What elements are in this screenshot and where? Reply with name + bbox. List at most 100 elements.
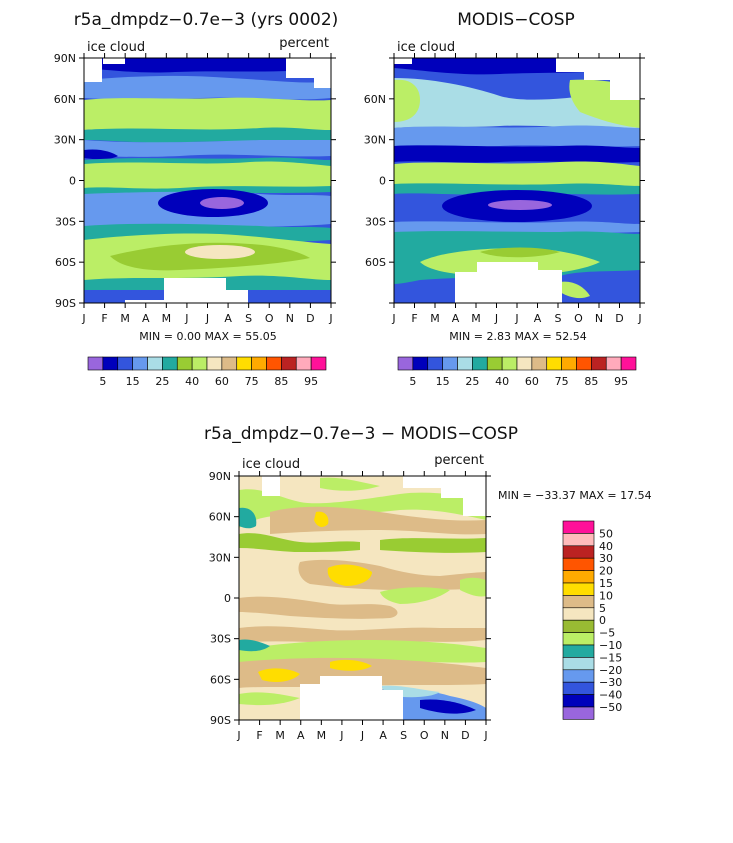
colorbar-swatch xyxy=(191,356,208,371)
band-north-blue xyxy=(84,140,331,157)
diff-left-label: ice cloud xyxy=(242,457,300,472)
colorbar-swatch xyxy=(562,681,595,695)
colorbar-swatch xyxy=(516,356,533,371)
colorbar-swatch xyxy=(531,356,548,371)
colorbar-swatch xyxy=(576,356,592,371)
colorbar-swatch xyxy=(562,570,595,584)
colorbar-label: 5 xyxy=(99,375,106,388)
colorbar-swatch xyxy=(176,356,193,371)
colorbar-label: 95 xyxy=(614,375,628,388)
y-tick-label: 0 xyxy=(379,175,386,188)
obs-colorbar: 5 15 25 40 60 75 85 95 xyxy=(397,356,637,388)
colorbar-swatch xyxy=(147,356,163,371)
mask-north-b xyxy=(103,58,125,64)
colorbar-label: −40 xyxy=(599,689,622,702)
colorbar-swatch xyxy=(562,632,595,646)
band-n-green-top xyxy=(320,477,380,491)
colorbar-swatch xyxy=(562,669,595,683)
colorbar-swatch xyxy=(562,545,595,559)
colorbar-label: 25 xyxy=(465,375,479,388)
mask-south xyxy=(455,262,562,303)
band-south-green xyxy=(560,281,590,299)
model-left-label: ice cloud xyxy=(87,40,145,55)
colorbar-label: 5 xyxy=(599,602,606,615)
band-n-green xyxy=(239,489,486,528)
colorbar-swatch xyxy=(412,356,429,371)
x-tick-label: D xyxy=(461,729,469,742)
y-tick-label: 90N xyxy=(54,52,76,65)
colorbar-swatch xyxy=(562,595,595,609)
obs-y-ticks: 60N 30N 0 30S 60S xyxy=(364,57,645,304)
band-north-dark xyxy=(84,58,331,73)
colorbar-swatch xyxy=(620,356,637,371)
colorbar-label: −20 xyxy=(599,664,622,677)
x-tick-label: O xyxy=(420,729,429,742)
band-n-yellow xyxy=(314,511,329,527)
y-tick-label: 0 xyxy=(224,592,231,605)
colorbar-label: −5 xyxy=(599,627,615,640)
band-north-dark2 xyxy=(84,149,118,160)
colorbar-label: 95 xyxy=(304,375,318,388)
colorbar-swatch xyxy=(87,356,104,371)
colorbar-swatch xyxy=(562,694,595,708)
y-tick-label: 60S xyxy=(55,256,76,269)
mask-south xyxy=(125,278,248,303)
x-tick-label: J xyxy=(637,312,641,325)
band-south-dark xyxy=(420,699,476,714)
y-tick-label: 30N xyxy=(209,551,231,564)
mask-north-a xyxy=(394,58,412,64)
x-tick-label: A xyxy=(224,312,232,325)
model-field xyxy=(84,58,331,303)
x-tick-label: J xyxy=(494,312,498,325)
mask-north-a xyxy=(84,58,102,82)
y-tick-label: 90S xyxy=(210,714,231,727)
band-n-olive-r xyxy=(380,538,486,553)
colorbar-swatch xyxy=(605,356,622,371)
band-nm-blue xyxy=(394,125,640,147)
x-tick-label: A xyxy=(297,729,305,742)
model-y-ticks: 90N 60N 30N 0 30S 60S 90S xyxy=(54,52,336,310)
y-tick-label: 30S xyxy=(210,633,231,646)
x-tick-label: D xyxy=(306,312,314,325)
y-tick-label: 30S xyxy=(55,215,76,228)
colorbar-label: 60 xyxy=(215,375,229,388)
obs-minmax: MIN = 2.83 MAX = 52.54 xyxy=(449,330,586,343)
band-sh-tan2 xyxy=(239,657,486,688)
x-tick-label: S xyxy=(245,312,252,325)
x-tick-label: F xyxy=(411,312,417,325)
y-tick-label: 90N xyxy=(209,470,231,483)
y-tick-label: 60S xyxy=(210,673,231,686)
x-tick-label: N xyxy=(286,312,294,325)
colorbar-label: 15 xyxy=(126,375,140,388)
model-colorbar: 5 15 25 40 60 75 85 95 xyxy=(87,356,327,388)
x-tick-label: A xyxy=(379,729,387,742)
y-tick-label: 0 xyxy=(69,175,76,188)
band-mid-green-r xyxy=(460,577,486,597)
colorbar-swatch xyxy=(236,356,252,371)
diff-y-ticks: 90N 60N 30N 0 30S 60S 90S xyxy=(209,470,491,727)
colorbar-swatch xyxy=(562,582,595,596)
model-right-label: percent xyxy=(279,36,329,51)
x-tick-label: M xyxy=(471,312,481,325)
x-tick-label: M xyxy=(162,312,172,325)
colorbar-swatch xyxy=(562,607,595,621)
colorbar-swatch xyxy=(562,644,595,658)
colorbar-swatch xyxy=(397,356,414,371)
colorbar-swatch xyxy=(562,619,595,633)
band-s-cream xyxy=(185,245,255,259)
colorbar-label: 40 xyxy=(185,375,199,388)
x-tick-label: N xyxy=(595,312,603,325)
colorbar-swatch xyxy=(266,356,282,371)
x-tick-label: N xyxy=(441,729,449,742)
colorbar-label: 75 xyxy=(555,375,569,388)
y-tick-label: 60N xyxy=(364,93,386,106)
x-tick-label: J xyxy=(391,312,395,325)
y-tick-label: 30S xyxy=(365,215,386,228)
band-nm-dark xyxy=(394,145,640,163)
colorbar-swatch xyxy=(501,356,518,371)
model-minmax: MIN = 0.00 MAX = 55.05 xyxy=(139,330,276,343)
